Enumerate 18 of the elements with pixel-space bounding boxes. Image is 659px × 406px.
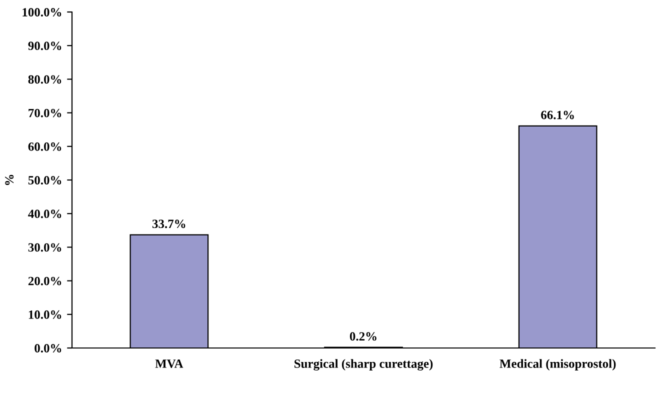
y-axis-title: % — [5, 174, 14, 185]
data-label: 33.7% — [152, 220, 186, 228]
y-tick-label: 10.0% — [28, 310, 62, 319]
data-label: 0.2% — [350, 332, 376, 341]
data-label: 66.1% — [541, 110, 574, 120]
x-tick-label: Surgical (sharp curettage) — [294, 359, 433, 371]
y-tick-label: 90.0% — [28, 42, 62, 50]
y-tick-label: 40.0% — [28, 210, 62, 218]
y-tick-label: 0.0% — [34, 344, 62, 353]
y-tick-label: 80.0% — [28, 75, 62, 84]
y-tick-label: 30.0% — [28, 243, 62, 252]
y-tick-label: 20.0% — [28, 276, 62, 286]
y-tick-label: 60.0% — [28, 142, 62, 151]
x-tick-label: MVA — [155, 360, 184, 368]
y-tick-label: 70.0% — [28, 108, 62, 118]
x-tick-label: Medical (misoprostol) — [500, 359, 616, 370]
y-tick-label: 100.0% — [22, 8, 62, 17]
y-tick-label: 50.0% — [28, 176, 62, 185]
